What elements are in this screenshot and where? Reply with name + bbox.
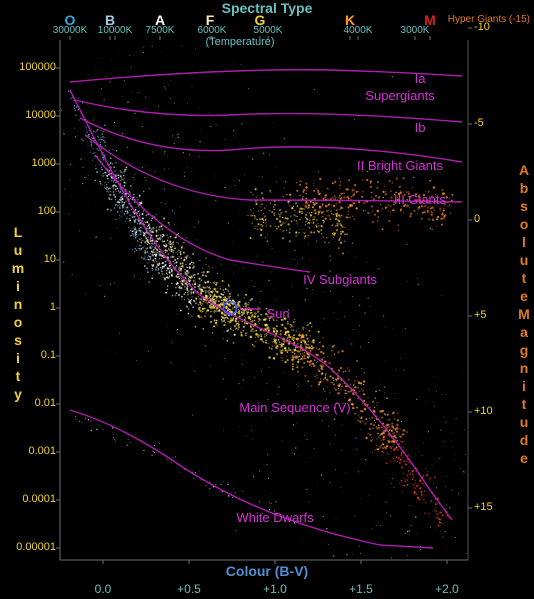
- magnitude-tick: -5: [474, 117, 484, 129]
- region-label: Sun: [266, 306, 289, 321]
- luminosity-tick: 100000: [19, 61, 56, 73]
- region-label: IV Subgiants: [303, 272, 377, 287]
- axis-label-luminosity: Luminosity: [10, 223, 26, 403]
- luminosity-tick: 10: [44, 253, 56, 265]
- magnitude-tick: 0: [474, 213, 480, 225]
- magnitude-tick: +15: [474, 501, 493, 513]
- luminosity-tick: 0.01: [35, 397, 56, 409]
- luminosity-tick: 100: [38, 205, 56, 217]
- region-label: Ia: [415, 71, 426, 86]
- curve-Ib: [75, 100, 462, 122]
- curve-WD: [70, 410, 433, 548]
- axis-label-magnitude: Absolute Magnitude: [516, 161, 532, 467]
- curve-Ia: [70, 70, 462, 82]
- region-label: II Bright Giants: [357, 158, 443, 173]
- magnitude-tick: +10: [474, 405, 493, 417]
- magnitude-tick: +5: [474, 309, 487, 321]
- luminosity-tick: 0.0001: [22, 493, 56, 505]
- luminosity-tick: 0.1: [41, 349, 56, 361]
- temp-tick: 6000K: [198, 25, 227, 36]
- region-label: III Giants: [394, 192, 446, 207]
- temp-tick: 5000K: [254, 25, 283, 36]
- curve-II: [80, 118, 462, 162]
- region-label: White Dwarfs: [236, 510, 313, 525]
- temperature-note: (Temperature): [205, 36, 274, 48]
- luminosity-tick: 1: [50, 301, 56, 313]
- luminosity-tick: 0.00001: [16, 541, 56, 553]
- temp-tick: 4000K: [344, 25, 373, 36]
- colour-tick: +1.5: [349, 582, 373, 596]
- colour-tick: +1.0: [263, 582, 287, 596]
- temp-tick: 3000K: [401, 25, 430, 36]
- region-label: Ib: [415, 120, 426, 135]
- curve-MS: [70, 90, 452, 520]
- colour-tick: 0.0: [95, 582, 112, 596]
- curve-IV: [95, 155, 310, 272]
- temp-tick: 7500K: [146, 25, 175, 36]
- temp-tick: 30000K: [53, 25, 87, 36]
- colour-tick: +2.0: [435, 582, 459, 596]
- temp-tick: 10000K: [98, 25, 132, 36]
- colour-tick: +0.5: [177, 582, 201, 596]
- region-label: Main Sequence (V): [239, 400, 350, 415]
- hr-diagram-chart: Spectral TypeColour (B-V)(Temperature)Hy…: [0, 0, 534, 599]
- sun-marker: [224, 302, 237, 315]
- title-spectral-type: Spectral Type: [222, 0, 313, 16]
- luminosity-tick: 1000: [32, 157, 56, 169]
- title-colour-bv: Colour (B-V): [226, 563, 308, 579]
- luminosity-tick: 10000: [25, 109, 56, 121]
- magnitude-tick: -10: [474, 21, 490, 33]
- region-label: Supergiants: [365, 88, 434, 103]
- luminosity-tick: 0.001: [28, 445, 56, 457]
